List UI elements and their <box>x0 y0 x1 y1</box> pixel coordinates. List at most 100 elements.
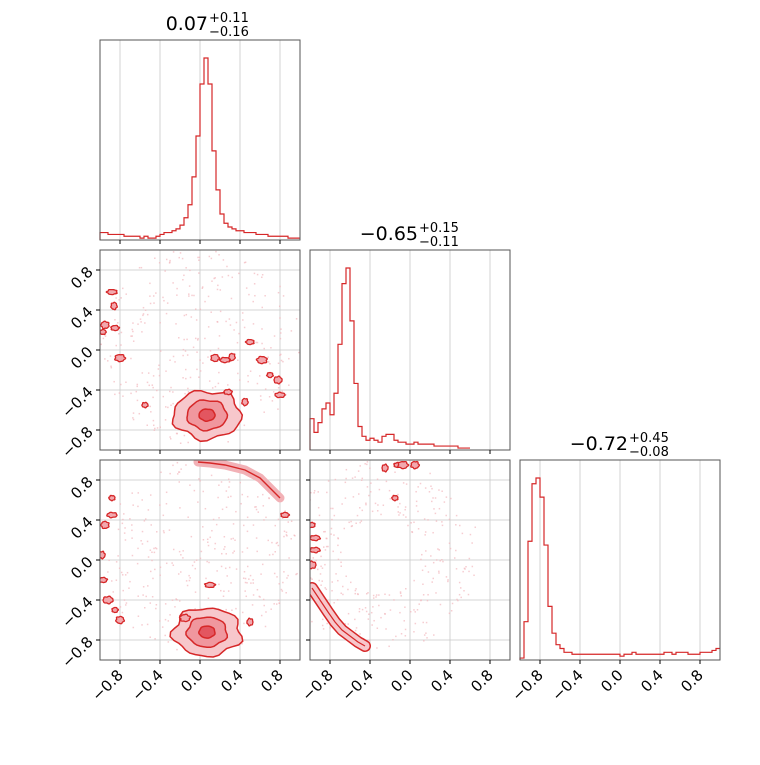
scatter-panel-3-2-point <box>418 603 420 605</box>
scatter-panel-3-2-point <box>384 613 386 615</box>
hist-panel-3-xtick-label-4: 0.8 <box>677 666 707 696</box>
scatter-panel-3-1-point <box>211 529 213 532</box>
scatter-panel-3-1-point <box>225 490 228 492</box>
scatter-panel-2-1-point <box>146 424 149 427</box>
scatter-panel-3-1-point <box>182 550 184 552</box>
scatter-panel-3-2-point <box>399 512 401 514</box>
scatter-panel-3-1-point <box>146 540 149 543</box>
scatter-panel-3-2-point <box>380 513 382 516</box>
scatter-panel-3-1-point <box>265 516 267 519</box>
scatter-panel-3-1-point <box>252 582 255 584</box>
scatter-panel-3-2-band-core <box>311 587 366 647</box>
scatter-panel-2-1-point <box>136 399 139 402</box>
scatter-panel-3-1-point <box>131 537 133 539</box>
scatter-panel-2-1-point <box>155 292 157 294</box>
scatter-panel-3-2-point <box>350 520 352 523</box>
scatter-panel-3-1-point <box>283 571 285 573</box>
scatter-panel-3-2-contours <box>291 460 477 652</box>
scatter-panel-2-1-point <box>149 282 151 285</box>
scatter-panel-2-1-point <box>290 330 293 332</box>
scatter-panel-3-2-point <box>430 555 432 557</box>
scatter-panel-3-1-point <box>264 625 267 628</box>
scatter-panel-3-1-point <box>175 598 177 600</box>
scatter-panel-2-1-point <box>172 282 174 284</box>
scatter-panel-3-2-point <box>471 542 473 544</box>
scatter-panel-3-2-point <box>330 527 333 530</box>
scatter-panel-3-1-contour-island <box>100 520 110 530</box>
scatter-panel-2-1-point <box>263 411 265 413</box>
scatter-panel-3-1-xtick-label-1: −0.4 <box>128 666 166 704</box>
scatter-panel-3-2-point <box>326 622 328 625</box>
scatter-panel-3-2-point <box>424 531 427 533</box>
scatter-panel-3-2-point <box>378 604 380 607</box>
scatter-panel-2-1-point <box>214 277 216 279</box>
scatter-panel-2-1-point <box>152 396 154 399</box>
scatter-panel-2-1-point <box>159 350 162 352</box>
scatter-panel-3-1-point <box>261 563 264 566</box>
scatter-panel-3-2-point <box>331 589 333 592</box>
scatter-panel-2-1-point <box>258 375 261 377</box>
scatter-panel-2-1-point <box>243 424 246 427</box>
scatter-panel-3-1-point <box>227 478 230 480</box>
scatter-panel-3-1-point <box>179 600 181 602</box>
scatter-panel-3-2-point <box>448 612 451 615</box>
scatter-panel-3-2-point <box>397 493 399 496</box>
scatter-panel-3-2-point <box>427 519 429 521</box>
scatter-panel-2-1-point <box>182 348 185 351</box>
scatter-panel-2-1-point <box>277 408 279 410</box>
scatter-panel-3-1-point <box>257 496 259 498</box>
scatter-panel-3-1-point <box>137 595 139 597</box>
scatter-panel-3-2-point <box>459 524 461 527</box>
scatter-panel-3-1-contour-island <box>111 606 120 614</box>
scatter-panel-3-2-point <box>428 491 431 493</box>
scatter-panel-3-1-point <box>214 548 216 550</box>
scatter-panel-3-2-point <box>324 587 326 589</box>
scatter-panel-2-1-point <box>186 354 189 356</box>
scatter-panel-3-2-point <box>441 559 443 561</box>
scatter-panel-3-2-point <box>324 563 326 566</box>
scatter-panel-2-1-point <box>182 354 184 357</box>
scatter-panel-3-2-point <box>364 607 367 609</box>
scatter-panel-2-1-point <box>185 313 188 316</box>
hist-panel-1-title-value: 0.07 <box>166 13 208 35</box>
scatter-panel-2-1-point <box>165 312 168 315</box>
scatter-panel-3-2-point <box>333 534 335 536</box>
scatter-panel-3-1-point <box>245 595 248 598</box>
scatter-panel-2-1-point <box>115 344 117 347</box>
scatter-panel-3-1-point <box>255 506 257 508</box>
scatter-panel-2-1-point <box>196 351 198 353</box>
scatter-panel-2-1-contour-island <box>241 397 249 407</box>
scatter-panel-3-2-point <box>340 592 342 595</box>
scatter-panel-3-2-contour-island <box>410 460 421 470</box>
scatter-panel-3-2-point <box>376 647 378 649</box>
scatter-panel-3-1-point <box>263 519 265 521</box>
scatter-panel-3-2-point <box>438 489 440 491</box>
scatter-panel-2-1-point <box>211 280 213 282</box>
scatter-panel-3-1-point <box>254 506 256 508</box>
scatter-panel-3-1-point <box>246 582 248 584</box>
scatter-panel-3-2-point <box>417 510 419 513</box>
scatter-panel-2-1-point <box>146 313 149 316</box>
scatter-panel-2-1-point <box>256 273 259 276</box>
scatter-panel-3-1-point <box>246 530 249 533</box>
scatter-panel-3-1-point <box>160 471 162 474</box>
scatter-panel-2-1-contour-island <box>210 353 221 363</box>
scatter-panel-3-1-point <box>263 604 265 607</box>
scatter-panel-2-1-point <box>256 382 259 385</box>
scatter-panel-3-1-point <box>241 551 244 553</box>
scatter-panel-3-2-point <box>320 555 322 558</box>
scatter-panel-3-1-contour-island <box>203 581 217 589</box>
scatter-panel-2-1-contour-island <box>273 375 283 385</box>
scatter-panel-3-2-point <box>385 628 387 630</box>
scatter-panel-3-1-point <box>131 554 134 557</box>
scatter-panel-3-2-xtick-label-1: −0.4 <box>338 666 376 704</box>
scatter-panel-2-1-point <box>226 265 228 268</box>
scatter-panel-3-1-point <box>194 567 197 570</box>
scatter-panel-3-1-point <box>121 522 124 525</box>
scatter-panel-2-1-point <box>169 359 171 361</box>
scatter-panel-3-2-point <box>398 514 400 516</box>
scatter-panel-2-1-point <box>253 283 256 285</box>
scatter-panel-3-1-point <box>159 620 161 622</box>
scatter-panel-3-1-point <box>249 574 252 577</box>
scatter-panel-3-2-point <box>291 531 293 533</box>
